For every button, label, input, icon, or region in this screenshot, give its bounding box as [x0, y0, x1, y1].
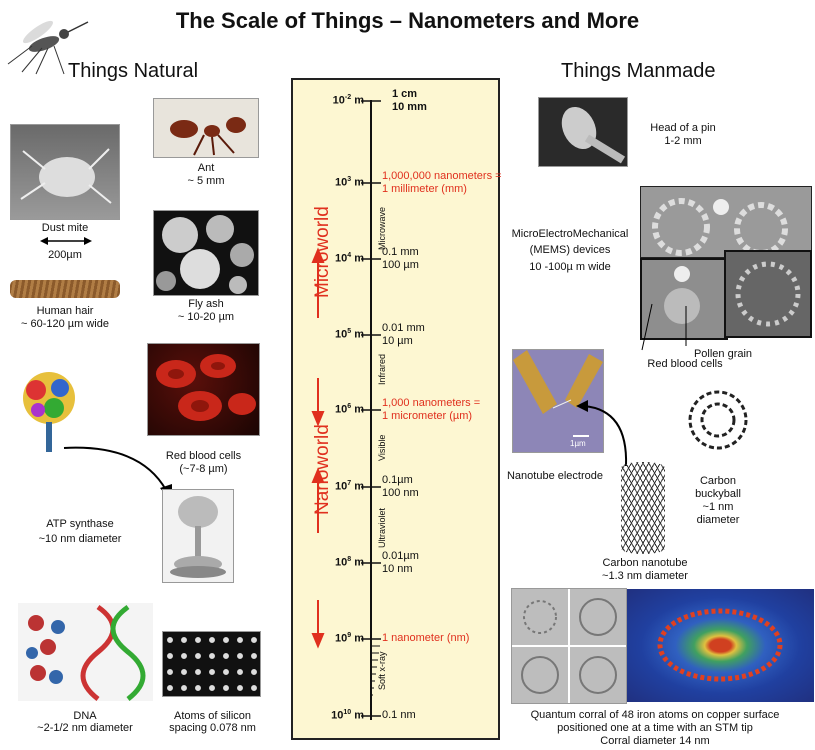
hair-size: ~ 60-120 µm wide — [21, 318, 109, 330]
ant-image — [153, 98, 259, 158]
rbc-label: Red blood cells — [165, 450, 242, 462]
ant-label: Ant — [197, 162, 215, 174]
page-title: The Scale of Things – Nanometers and Mor… — [175, 8, 640, 33]
mems-detail-image — [724, 250, 812, 338]
pin-head-image — [538, 97, 628, 167]
atp-synthase-molecule-image — [23, 372, 75, 452]
nanoworld-label: Nanoworld — [312, 424, 333, 515]
mems-rbc-label: Red blood cells — [647, 358, 723, 370]
mems-pointer-lines — [641, 303, 687, 351]
scale-label-8: 0.1 nm — [382, 709, 416, 721]
fly-ash-label: Fly ash — [188, 298, 224, 310]
mems-line-3: 10 -100µ m wide — [529, 261, 611, 273]
things-natural-heading: Things Natural — [68, 60, 199, 82]
band-ultraviolet: Ultraviolet — [377, 507, 387, 548]
rbc-size: (~7-8 µm) — [179, 463, 228, 475]
scale-power-0: 10-2 m — [332, 94, 364, 107]
band-visible: Visible — [377, 434, 387, 461]
mems-gears-image — [640, 186, 812, 258]
scale-label-0: 1 cm 10 mm — [392, 88, 427, 113]
dust-mite-image — [10, 124, 120, 220]
silicon-label: Atoms of silicon — [173, 710, 252, 722]
human-hair-image — [10, 280, 120, 298]
nanotube-size: ~1.3 nm diameter — [602, 570, 688, 582]
scale-power-4: 106 m — [335, 403, 364, 416]
electrode-pointer-arrow — [576, 400, 628, 467]
buckyball-line-4: diameter — [696, 514, 740, 526]
quantum-corral-3d-image — [627, 589, 814, 702]
scale-label-6: 0.01µm 10 nm — [382, 550, 419, 575]
nanotube-label: Carbon nanotube — [602, 557, 688, 569]
buckyball-line-1: Carbon — [699, 475, 737, 487]
silicon-size: spacing 0.078 nm — [169, 722, 256, 734]
atp-synthase-render-image — [162, 489, 234, 583]
red-blood-cells-image — [147, 343, 260, 436]
dna-label: DNA — [73, 710, 97, 722]
fly-ash-size: ~ 10-20 µm — [177, 311, 235, 323]
scale-power-7: 109 m — [335, 632, 364, 645]
dna-size: ~2-1/2 nm diameter — [37, 722, 133, 734]
pin-size: 1-2 mm — [664, 135, 702, 147]
nanotube-electrode-image — [512, 349, 604, 453]
mems-line-2: (MEMS) devices — [529, 244, 611, 256]
silicon-atoms-image — [162, 631, 261, 697]
band-infrared: Infrared — [377, 353, 387, 385]
atp-size: ~10 nm diameter — [38, 533, 122, 545]
fly-ash-image — [153, 210, 259, 296]
pollen-label: Pollen grain — [693, 348, 753, 360]
mosquito-illustration — [7, 20, 89, 75]
quantum-corral-stm-grid-image — [511, 588, 627, 704]
band-microwave: Microwave — [377, 206, 387, 250]
things-manmade-heading: Things Manmade — [561, 60, 716, 82]
scale-ruler — [311, 100, 381, 720]
scale-label-4: 1,000 nanometers = 1 micrometer (µm) — [382, 397, 481, 422]
electrode-label: Nanotube electrode — [506, 470, 603, 482]
scale-label-5: 0.1µm 100 nm — [382, 474, 419, 499]
ant-size: ~ 5 mm — [187, 175, 225, 187]
scale-power-5: 107 m — [335, 480, 364, 493]
atp-label: ATP synthase — [46, 518, 114, 530]
scale-arrow — [40, 237, 92, 245]
corral-line-1: Quantum corral of 48 iron atoms on coppe… — [530, 709, 780, 721]
scale-power-1: 103 m — [335, 176, 364, 189]
carbon-nanotube-image — [621, 462, 665, 554]
scale-panel — [291, 78, 500, 740]
dust-mite-scale: 200µm — [48, 249, 82, 261]
scale-power-8: 1010 m — [331, 709, 364, 722]
hair-label: Human hair — [36, 305, 94, 317]
scale-label-7: 1 nanometer (nm) — [382, 632, 470, 644]
electrode-scale-label: 1µm — [570, 439, 586, 448]
scale-power-3: 105 m — [335, 328, 364, 341]
dust-mite-label: Dust mite — [41, 222, 89, 234]
pin-label: Head of a pin — [650, 122, 716, 134]
corral-line-2: positioned one at a time with an STM tip — [557, 722, 753, 734]
buckyball-line-3: ~1 nm — [702, 501, 734, 513]
buckyball-image — [688, 390, 748, 450]
scale-power-2: 104 m — [335, 252, 364, 265]
mems-line-1: MicroElectroMechanical — [511, 228, 629, 240]
scale-label-2: 0.1 mm 100 µm — [382, 246, 419, 271]
scale-power-6: 108 m — [335, 556, 364, 569]
scale-label-1: 1,000,000 nanometers = 1 millimeter (mm) — [382, 170, 502, 195]
buckyball-line-2: buckyball — [695, 488, 741, 500]
dna-image — [18, 603, 153, 701]
corral-line-3: Corral diameter 14 nm — [600, 735, 710, 747]
band-soft-x-ray: Soft x-ray — [377, 651, 387, 690]
scale-label-3: 0.01 mm 10 µm — [382, 322, 425, 347]
